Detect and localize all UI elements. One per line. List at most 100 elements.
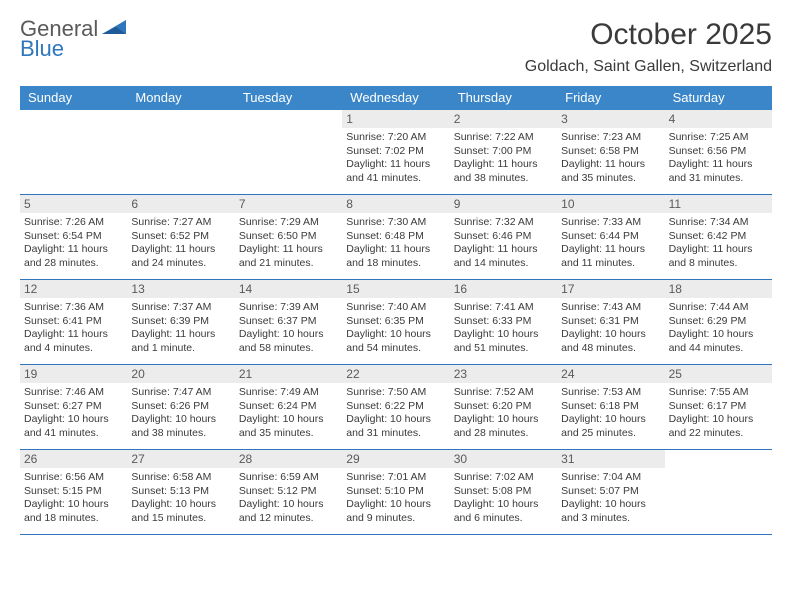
calendar-day-cell: 24Sunrise: 7:53 AMSunset: 6:18 PMDayligh…: [557, 365, 664, 449]
calendar-day-cell: 10Sunrise: 7:33 AMSunset: 6:44 PMDayligh…: [557, 195, 664, 279]
day-detail-line: Sunrise: 7:49 AM: [239, 386, 338, 400]
day-detail-line: and 28 minutes.: [24, 257, 123, 271]
day-number: 27: [127, 450, 234, 468]
day-detail-line: Daylight: 10 hours: [561, 413, 660, 427]
day-detail-line: Sunset: 5:08 PM: [454, 485, 553, 499]
calendar-day-cell: 9Sunrise: 7:32 AMSunset: 6:46 PMDaylight…: [450, 195, 557, 279]
calendar-day-cell: 5Sunrise: 7:26 AMSunset: 6:54 PMDaylight…: [20, 195, 127, 279]
day-number: 18: [665, 280, 772, 298]
day-number: 28: [235, 450, 342, 468]
calendar-day-cell: [20, 110, 127, 194]
day-number: 30: [450, 450, 557, 468]
day-detail-line: Daylight: 10 hours: [454, 328, 553, 342]
day-detail-line: Daylight: 11 hours: [239, 243, 338, 257]
day-detail-line: Daylight: 10 hours: [24, 413, 123, 427]
day-detail-line: and 4 minutes.: [24, 342, 123, 356]
day-detail-line: Daylight: 10 hours: [346, 498, 445, 512]
day-detail-line: Sunrise: 7:43 AM: [561, 301, 660, 315]
day-detail-line: Daylight: 10 hours: [24, 498, 123, 512]
location-subtitle: Goldach, Saint Gallen, Switzerland: [525, 58, 772, 76]
day-detail-line: Sunrise: 7:04 AM: [561, 471, 660, 485]
day-detail-line: Daylight: 10 hours: [454, 413, 553, 427]
day-detail-line: and 48 minutes.: [561, 342, 660, 356]
day-number: 15: [342, 280, 449, 298]
weekday-label: Saturday: [665, 86, 772, 110]
day-detail-line: and 51 minutes.: [454, 342, 553, 356]
weekday-label: Friday: [557, 86, 664, 110]
day-detail-line: Daylight: 11 hours: [131, 328, 230, 342]
day-detail-line: Daylight: 10 hours: [669, 413, 768, 427]
day-detail-line: Sunrise: 7:25 AM: [669, 131, 768, 145]
day-detail-line: Sunrise: 7:27 AM: [131, 216, 230, 230]
day-detail-line: and 54 minutes.: [346, 342, 445, 356]
day-detail-line: Sunrise: 7:34 AM: [669, 216, 768, 230]
day-detail-line: Sunset: 6:56 PM: [669, 145, 768, 159]
day-detail-line: Daylight: 11 hours: [561, 158, 660, 172]
calendar: Sunday Monday Tuesday Wednesday Thursday…: [20, 86, 772, 535]
day-detail-line: Sunrise: 7:55 AM: [669, 386, 768, 400]
day-detail-line: Sunrise: 7:20 AM: [346, 131, 445, 145]
day-detail-line: Sunset: 5:13 PM: [131, 485, 230, 499]
day-detail-line: and 8 minutes.: [669, 257, 768, 271]
day-detail-line: Sunset: 6:24 PM: [239, 400, 338, 414]
day-number: 4: [665, 110, 772, 128]
day-number: 16: [450, 280, 557, 298]
calendar-day-cell: 19Sunrise: 7:46 AMSunset: 6:27 PMDayligh…: [20, 365, 127, 449]
day-detail-line: Sunset: 6:31 PM: [561, 315, 660, 329]
calendar-day-cell: 27Sunrise: 6:58 AMSunset: 5:13 PMDayligh…: [127, 450, 234, 534]
day-detail-line: Daylight: 10 hours: [239, 498, 338, 512]
title-block: October 2025 Goldach, Saint Gallen, Swit…: [525, 18, 772, 76]
day-detail-line: Daylight: 11 hours: [24, 328, 123, 342]
calendar-day-cell: 12Sunrise: 7:36 AMSunset: 6:41 PMDayligh…: [20, 280, 127, 364]
day-number: 23: [450, 365, 557, 383]
day-detail-line: Daylight: 10 hours: [669, 328, 768, 342]
weekday-label: Sunday: [20, 86, 127, 110]
calendar-day-cell: 1Sunrise: 7:20 AMSunset: 7:02 PMDaylight…: [342, 110, 449, 194]
day-detail-line: Sunrise: 7:44 AM: [669, 301, 768, 315]
day-number: 20: [127, 365, 234, 383]
day-detail-line: Sunrise: 7:50 AM: [346, 386, 445, 400]
day-detail-line: Daylight: 11 hours: [346, 158, 445, 172]
day-detail-line: Daylight: 10 hours: [346, 328, 445, 342]
day-detail-line: Sunrise: 7:26 AM: [24, 216, 123, 230]
day-number: 2: [450, 110, 557, 128]
calendar-day-cell: 8Sunrise: 7:30 AMSunset: 6:48 PMDaylight…: [342, 195, 449, 279]
day-number: 21: [235, 365, 342, 383]
day-detail-line: Sunrise: 7:47 AM: [131, 386, 230, 400]
calendar-day-cell: 21Sunrise: 7:49 AMSunset: 6:24 PMDayligh…: [235, 365, 342, 449]
day-detail-line: Sunrise: 7:36 AM: [24, 301, 123, 315]
day-detail-line: Daylight: 10 hours: [561, 328, 660, 342]
day-detail-line: and 28 minutes.: [454, 427, 553, 441]
calendar-day-cell: 22Sunrise: 7:50 AMSunset: 6:22 PMDayligh…: [342, 365, 449, 449]
calendar-week-row: 19Sunrise: 7:46 AMSunset: 6:27 PMDayligh…: [20, 365, 772, 450]
day-detail-line: Sunset: 6:48 PM: [346, 230, 445, 244]
day-number: 19: [20, 365, 127, 383]
day-detail-line: Sunset: 6:58 PM: [561, 145, 660, 159]
day-detail-line: Sunset: 6:26 PM: [131, 400, 230, 414]
calendar-day-cell: 18Sunrise: 7:44 AMSunset: 6:29 PMDayligh…: [665, 280, 772, 364]
day-detail-line: Daylight: 11 hours: [669, 158, 768, 172]
day-number: 31: [557, 450, 664, 468]
day-detail-line: and 38 minutes.: [454, 172, 553, 186]
day-detail-line: and 25 minutes.: [561, 427, 660, 441]
calendar-body: 1Sunrise: 7:20 AMSunset: 7:02 PMDaylight…: [20, 110, 772, 535]
day-number: 3: [557, 110, 664, 128]
month-title: October 2025: [525, 18, 772, 52]
weekday-header-row: Sunday Monday Tuesday Wednesday Thursday…: [20, 86, 772, 110]
calendar-day-cell: 25Sunrise: 7:55 AMSunset: 6:17 PMDayligh…: [665, 365, 772, 449]
calendar-week-row: 5Sunrise: 7:26 AMSunset: 6:54 PMDaylight…: [20, 195, 772, 280]
day-detail-line: Sunrise: 7:23 AM: [561, 131, 660, 145]
day-detail-line: Sunset: 5:15 PM: [24, 485, 123, 499]
brand-text: General Blue: [20, 18, 98, 60]
day-detail-line: Sunrise: 7:32 AM: [454, 216, 553, 230]
day-detail-line: and 31 minutes.: [669, 172, 768, 186]
calendar-day-cell: 2Sunrise: 7:22 AMSunset: 7:00 PMDaylight…: [450, 110, 557, 194]
calendar-day-cell: 11Sunrise: 7:34 AMSunset: 6:42 PMDayligh…: [665, 195, 772, 279]
day-detail-line: Daylight: 10 hours: [454, 498, 553, 512]
day-detail-line: Sunrise: 6:56 AM: [24, 471, 123, 485]
day-detail-line: and 21 minutes.: [239, 257, 338, 271]
day-detail-line: Sunset: 6:46 PM: [454, 230, 553, 244]
calendar-day-cell: 28Sunrise: 6:59 AMSunset: 5:12 PMDayligh…: [235, 450, 342, 534]
day-detail-line: Sunrise: 7:46 AM: [24, 386, 123, 400]
calendar-day-cell: 15Sunrise: 7:40 AMSunset: 6:35 PMDayligh…: [342, 280, 449, 364]
